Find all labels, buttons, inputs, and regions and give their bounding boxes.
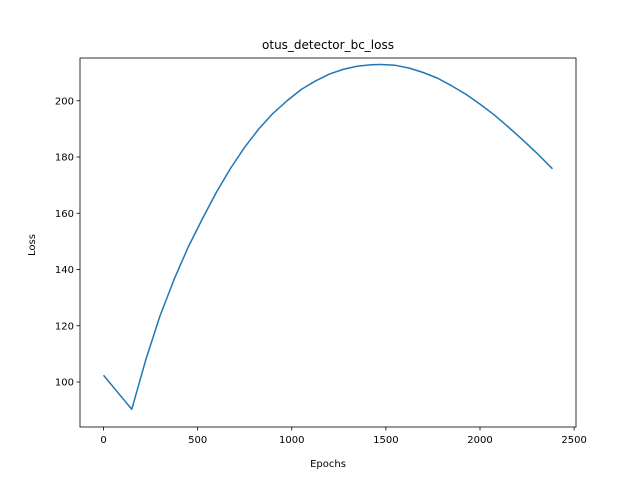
y-tick-label: 180 (55, 153, 74, 164)
y-tick-label: 140 (55, 265, 74, 276)
x-axis-label: Epochs (310, 459, 346, 470)
y-tick-label: 120 (55, 321, 74, 332)
x-tick-label: 1000 (279, 435, 304, 446)
y-tick-label: 100 (55, 378, 74, 389)
x-tick-label: 0 (100, 435, 106, 446)
chart-title: otus_detector_bc_loss (262, 38, 394, 52)
plot-area (79, 57, 577, 428)
x-tick-label: 2000 (467, 435, 492, 446)
x-tick-label: 500 (188, 435, 207, 446)
y-tick-label: 200 (55, 96, 74, 107)
x-tick-label: 1500 (373, 435, 398, 446)
y-axis-label: Loss (27, 234, 38, 256)
axes-frame (79, 57, 577, 428)
y-axis-ticks: 100 120 140 160 180 200 (55, 96, 80, 389)
y-tick-label: 160 (55, 209, 74, 220)
series-line-0 (102, 63, 554, 411)
x-tick-label: 2500 (561, 435, 586, 446)
x-axis-ticks: 0 500 1000 1500 2000 2500 (100, 427, 587, 446)
